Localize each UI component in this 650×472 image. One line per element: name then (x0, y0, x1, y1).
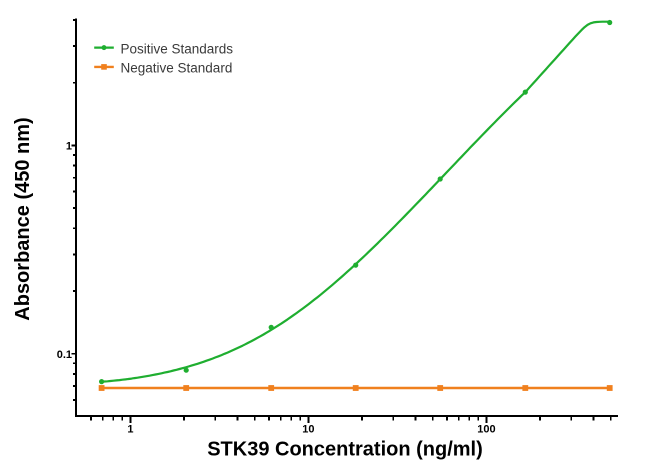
svg-text:Absorbance (450 nm): Absorbance (450 nm) (12, 117, 34, 320)
svg-text:1: 1 (127, 424, 133, 436)
svg-text:100: 100 (477, 424, 495, 436)
svg-text:0.1: 0.1 (57, 349, 72, 361)
svg-text:Negative Standard: Negative Standard (121, 61, 233, 76)
svg-text:10: 10 (302, 424, 314, 436)
svg-text:1: 1 (66, 140, 72, 152)
svg-text:Positive Standards: Positive Standards (121, 41, 234, 56)
svg-text:STK39 Concentration (ng/ml): STK39 Concentration (ng/ml) (207, 439, 483, 461)
